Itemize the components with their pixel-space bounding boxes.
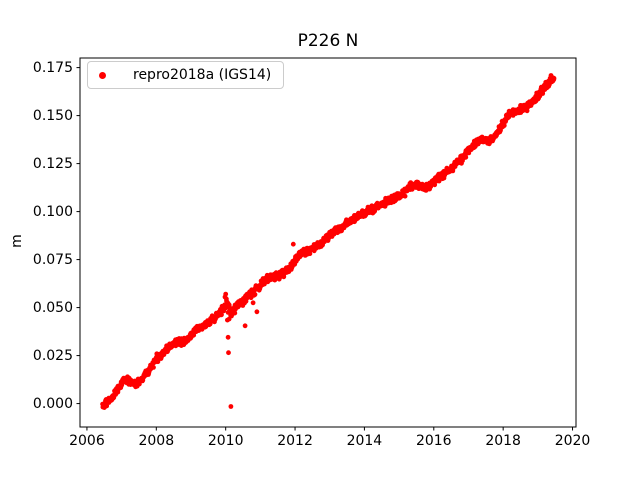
- data-point: [224, 296, 229, 302]
- x-tick-label: 2020: [554, 433, 591, 449]
- x-tick-label: 2014: [346, 433, 383, 449]
- chart-title: P226 N: [297, 31, 359, 51]
- x-tick-label: 2012: [277, 433, 313, 449]
- data-point: [250, 300, 256, 306]
- data-point: [290, 241, 296, 247]
- legend-label: repro2018a (IGS14): [133, 67, 272, 83]
- data-point: [254, 309, 260, 315]
- y-tick-label: 0.050: [32, 299, 73, 316]
- data-point: [402, 193, 408, 199]
- axes-frame: [79, 57, 577, 428]
- data-point: [226, 316, 232, 322]
- data-point: [151, 365, 156, 370]
- data-point: [242, 323, 248, 329]
- data-point: [225, 334, 231, 340]
- x-tick-label: 2006: [69, 433, 105, 449]
- x-tick-label: 2010: [207, 433, 244, 449]
- data-point: [225, 310, 231, 315]
- y-tick-label: 0.000: [32, 395, 73, 412]
- data-point: [223, 291, 229, 297]
- data-point: [463, 154, 469, 160]
- data-point: [228, 404, 234, 409]
- y-tick-label: 0.125: [32, 155, 73, 172]
- x-tick-label: 2018: [485, 433, 521, 449]
- y-tick-label: 0.025: [32, 347, 73, 364]
- data-point: [551, 75, 557, 81]
- data-point: [226, 350, 231, 356]
- data-points: [100, 73, 557, 410]
- tick-marks: [76, 67, 574, 431]
- data-point: [232, 310, 238, 316]
- legend: repro2018a (IGS14): [87, 61, 285, 89]
- y-tick-label: 0.150: [32, 107, 73, 124]
- red-point-marker-icon: [99, 71, 106, 79]
- data-point: [432, 182, 438, 188]
- y-tick-label: 0.075: [32, 251, 73, 268]
- data-point: [501, 123, 507, 128]
- data-point: [252, 292, 258, 297]
- x-tick-label: 2008: [138, 433, 175, 449]
- y-tick-label: 0.100: [32, 203, 73, 220]
- y-tick-label: 0.175: [32, 59, 73, 76]
- x-tick-label: 2016: [415, 433, 452, 449]
- data-point: [104, 403, 110, 409]
